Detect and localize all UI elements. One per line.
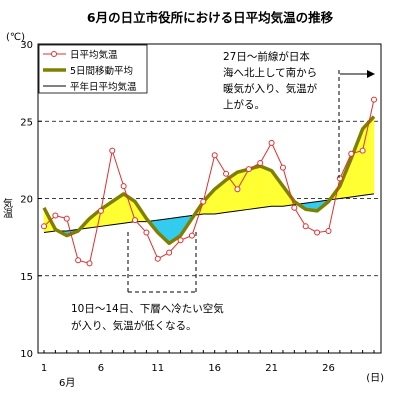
data-point-daily [314,229,321,236]
data-point-daily [211,152,218,159]
x-tick-label: 6 [98,363,104,374]
data-point-daily [336,175,343,182]
data-point-daily [75,257,82,264]
x-tick-label: 16 [208,363,221,374]
annotation-cold: 10日～14日、下層へ冷たい空気 が入り、気温が低くなる。 [71,232,224,332]
data-point-daily [325,227,332,234]
legend-item-daily: 日平均気温 [43,49,118,61]
x-tick-label: 1 [41,363,47,374]
y-tick-label: 15 [20,272,33,283]
annotation-warm: 27日～前線が日本 海へ北上して南から 暖気が入り、気温が 上がる。 [223,50,375,178]
deviation-fill [248,165,261,210]
data-point-daily [279,164,286,171]
data-point-daily [257,159,264,166]
data-point-daily [348,150,355,157]
legend-label-daily: 日平均気温 [70,49,118,61]
data-point-daily [223,170,230,177]
y-tick-label: 30 [20,40,33,51]
x-unit: (日) [366,373,384,384]
y-axis-label: 気温 [1,197,13,218]
chart-title: 6月の日立市役所における日平均気温の推移 [87,10,334,25]
data-point-daily [188,232,195,239]
y-unit: (℃) [6,32,25,43]
data-point-daily [359,147,366,154]
data-point-daily [234,186,241,193]
annotation-warm-line-4: 上がる。 [223,98,265,111]
legend-label-normal: 平年日平均気温 [70,81,137,93]
annotation-warm-line-1: 27日～前線が日本 [223,50,310,63]
annotation-cold-line-2: が入り、気温が低くなる。 [71,319,197,332]
series-line-normal [43,193,375,233]
data-point-daily [302,223,309,230]
annotation-cold-line-1: 10日～14日、下層へ冷たい空気 [71,302,224,315]
data-point-daily [371,96,377,103]
y-ticks: 10 15 20 25 30 [20,40,42,360]
y-tick-label: 10 [20,349,33,360]
legend-item-normal: 平年日平均気温 [43,81,137,93]
data-point-daily [132,217,139,224]
data-point-daily [166,249,173,256]
data-point-daily [291,204,298,211]
x-ticks: 1 6 11 16 21 26 [41,350,375,374]
legend-marker-daily [51,51,57,57]
legend: 日平均気温 5日間移動平均 平年日平均気温 [38,44,148,94]
data-point-daily [200,198,207,205]
data-point-daily [63,215,70,222]
y-tick-label: 25 [20,117,33,128]
x-tick-label: 21 [265,363,278,374]
data-point-daily [109,147,116,154]
series-lines [41,96,377,267]
data-point-daily [52,212,59,219]
annotation-warm-line-3: 暖気が入り、気温が [223,82,318,95]
data-point-daily [268,139,275,146]
x-tick-label: 11 [151,363,164,374]
data-point-daily [97,207,104,214]
data-point-daily [143,229,150,236]
x-tick-label: 26 [322,363,335,374]
data-point-daily [154,255,161,262]
data-point-daily [177,237,184,244]
data-point-daily [245,166,252,173]
annotation-warm-line-2: 海へ北上して南から [223,66,317,79]
deviation-fill [260,165,272,208]
data-point-daily [86,260,93,267]
y-tick-label: 20 [20,195,33,206]
data-point-daily [120,183,127,190]
legend-item-moving-average: 5日間移動平均 [43,65,133,77]
month-label: 6月 [59,377,75,389]
series-line-daily [43,99,375,265]
legend-label-moving-average: 5日間移動平均 [70,65,133,77]
data-point-daily [41,223,47,230]
